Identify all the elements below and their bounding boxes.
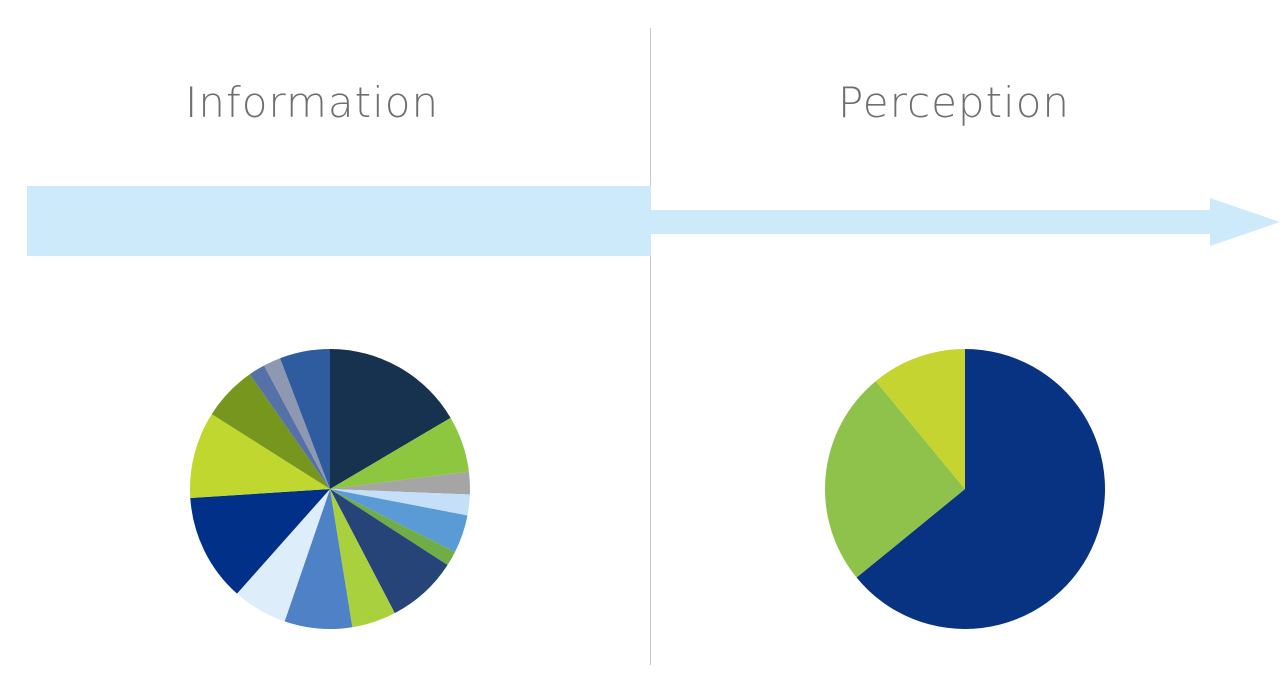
- pie-slice: [249, 365, 330, 489]
- pie-slice: [330, 489, 468, 553]
- pie-slice: [237, 489, 330, 622]
- panel-title: Information: [185, 78, 439, 127]
- pie-slice: [330, 417, 469, 489]
- pie-slice: [330, 489, 395, 628]
- pie-slice: [330, 349, 451, 489]
- pie-slice: [190, 489, 330, 594]
- pie-slice: [824, 381, 965, 578]
- narrow-band: [650, 210, 1212, 234]
- pie-slice: [280, 349, 330, 489]
- panel-title: Perception: [838, 78, 1070, 127]
- pie-slice: [284, 489, 353, 630]
- pie-slice: [264, 358, 330, 489]
- pie-slice: [856, 349, 1105, 629]
- pie-slice: [211, 374, 330, 489]
- pie-slice: [330, 471, 470, 495]
- pies: [189, 349, 1105, 630]
- pie-slice: [330, 489, 470, 516]
- wide-band: [27, 186, 651, 256]
- pie-slice: [330, 489, 448, 614]
- pie-slice: [875, 349, 965, 489]
- pie-slice: [189, 414, 330, 499]
- pie-slice: [330, 489, 456, 566]
- arrow-head: [1210, 198, 1280, 246]
